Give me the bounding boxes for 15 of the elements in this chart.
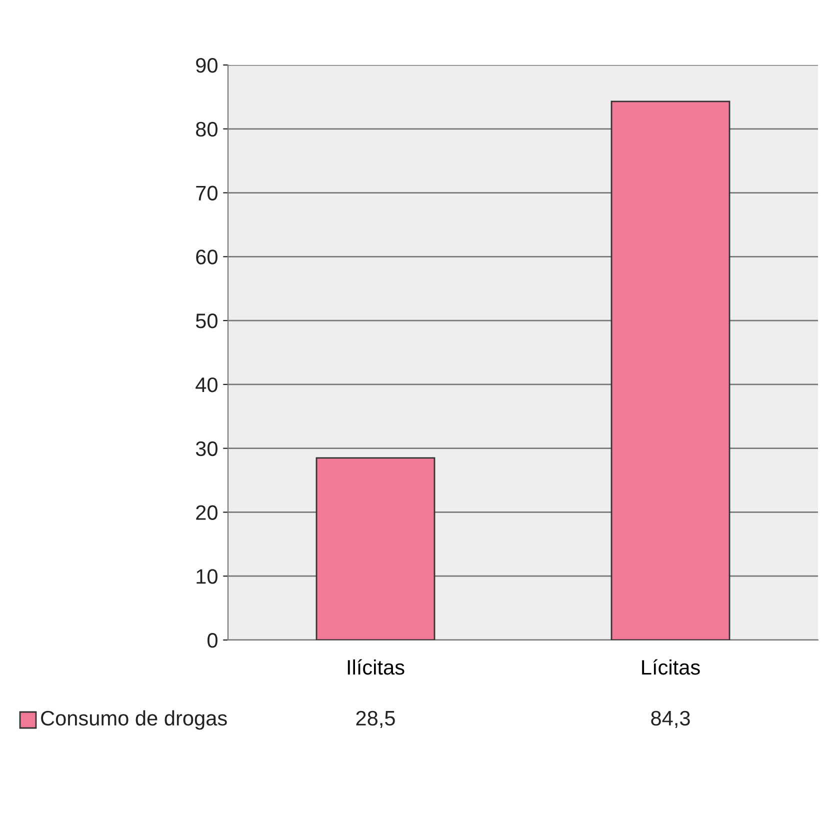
data-label: 28,5 <box>356 710 395 728</box>
y-tick-label: 70 <box>196 186 218 201</box>
y-tick-label: 30 <box>196 441 218 456</box>
y-tick-label: 40 <box>196 377 218 392</box>
x-tick-label: Ilícitas <box>348 659 404 675</box>
x-tick-label: Lícitas <box>642 659 700 675</box>
y-tick-label: 90 <box>196 58 218 73</box>
y-tick-label: 60 <box>196 250 218 264</box>
y-tick-label: 0 <box>208 633 218 648</box>
y-tick-label: 80 <box>196 122 218 137</box>
y-tick-label: 10 <box>196 569 218 584</box>
data-label: 84,3 <box>651 710 690 728</box>
y-tick-label: 50 <box>196 314 218 328</box>
y-tick-label: 20 <box>196 505 218 520</box>
legend-label: Consumo de drogas <box>41 710 227 730</box>
